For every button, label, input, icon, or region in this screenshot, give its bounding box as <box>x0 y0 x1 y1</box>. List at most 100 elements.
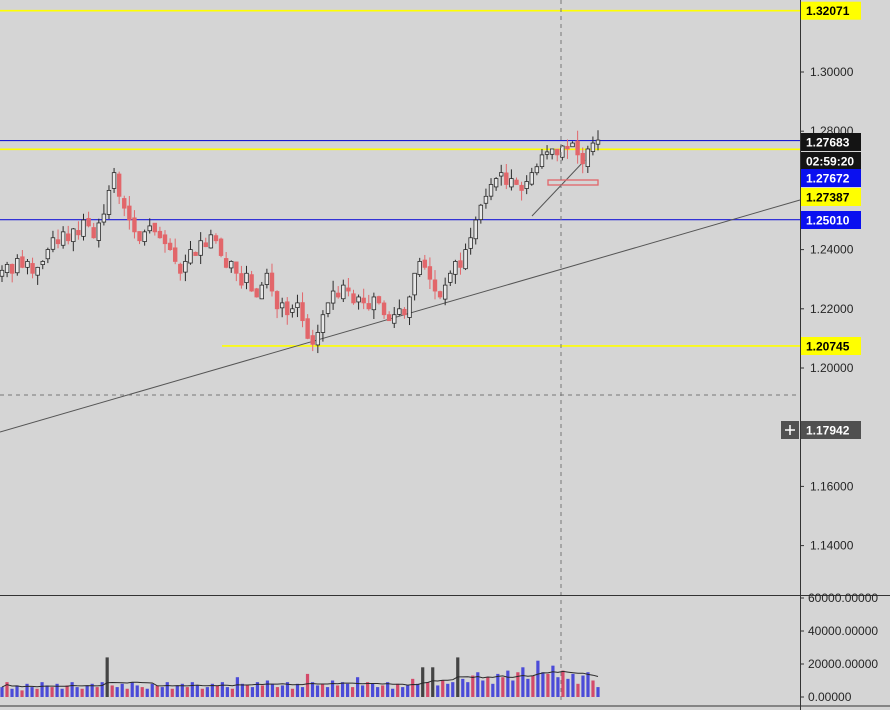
candle-body <box>371 296 377 311</box>
volume-bar <box>466 682 470 697</box>
volume-bar <box>180 683 184 697</box>
crosshair-plus-icon[interactable] <box>781 421 799 439</box>
volume-bar <box>240 683 245 697</box>
candle-body <box>20 256 25 268</box>
volume-bar <box>105 657 109 697</box>
price-tag-1-25010-text: 1.25010 <box>806 214 850 228</box>
candle-body <box>213 235 219 242</box>
volume-bar <box>496 673 500 697</box>
candle-body <box>514 179 519 185</box>
volume-bar <box>511 680 515 697</box>
candle <box>529 167 534 186</box>
volume-bar <box>175 685 179 697</box>
candle-body <box>549 148 555 155</box>
candle <box>432 270 438 300</box>
candle-body <box>555 148 560 156</box>
candle-body <box>50 237 56 250</box>
candle-body <box>244 272 249 283</box>
volume-bar <box>396 683 400 697</box>
candle-body <box>71 228 76 243</box>
price-tick-label: 1.20000 <box>810 361 854 375</box>
price-tag-1-25010-bg <box>801 211 861 229</box>
candle-body <box>448 272 453 283</box>
volume-bar <box>586 672 590 697</box>
current-price-tag-bg <box>801 133 861 151</box>
candle <box>565 139 570 159</box>
candle-body <box>565 145 570 150</box>
candle <box>15 254 20 276</box>
volume-bar <box>150 683 154 697</box>
volume-bar <box>441 680 445 697</box>
candle <box>152 222 158 236</box>
volume-bar <box>371 683 375 697</box>
candle <box>0 265 5 283</box>
candle <box>504 163 509 190</box>
candle-body <box>142 231 147 242</box>
candle-body <box>437 291 443 298</box>
candle <box>259 281 264 300</box>
volume-bar <box>386 682 390 697</box>
volume-bar <box>210 683 214 697</box>
price-tick-label: 1.30000 <box>810 65 854 79</box>
volume-bar <box>65 685 69 697</box>
volume-bar <box>421 667 425 697</box>
volume-bar <box>90 683 94 697</box>
volume-bar <box>325 687 330 697</box>
candle <box>483 188 489 209</box>
candle-body <box>116 173 122 197</box>
trendline-short <box>531 159 586 217</box>
candle <box>234 261 239 282</box>
price-tag-1-25010: 1.25010 <box>801 211 861 229</box>
candle <box>55 229 61 249</box>
candle-body <box>254 288 259 298</box>
candle <box>254 287 259 298</box>
candle-body <box>285 301 290 316</box>
candle <box>45 247 51 264</box>
candle-body <box>193 251 198 256</box>
volume-bar <box>506 670 510 697</box>
volume-bar <box>50 687 54 697</box>
volume-bar <box>280 685 285 697</box>
volume-bar <box>526 678 530 697</box>
candle-body <box>427 266 433 280</box>
candle-body <box>111 172 117 189</box>
volume-bar <box>541 672 545 697</box>
candle <box>422 254 428 270</box>
candle-body <box>351 293 356 304</box>
volume-moving-average <box>1 670 599 688</box>
volume-bar <box>95 687 99 697</box>
volume-bar <box>120 683 124 697</box>
candle <box>101 204 107 226</box>
volume-bar <box>581 675 585 697</box>
candle <box>213 233 219 244</box>
volume-bar <box>250 687 255 697</box>
volume-bar <box>501 677 505 697</box>
candle <box>463 243 468 271</box>
countdown-tag: 02:59:20 <box>801 152 861 170</box>
candle-body <box>76 230 81 236</box>
candle <box>473 216 478 245</box>
candle-body <box>325 302 331 314</box>
volume-bar <box>195 685 199 697</box>
candle-body <box>0 269 5 277</box>
candle-body <box>178 263 183 274</box>
price-tick-label: 1.14000 <box>810 539 854 553</box>
candle <box>514 177 519 186</box>
candle-body <box>249 274 254 292</box>
candle <box>25 259 30 275</box>
candle <box>116 171 122 205</box>
candle <box>427 257 433 290</box>
candle <box>50 230 56 253</box>
candle-body <box>198 240 203 256</box>
price-tag-1-32071: 1.32071 <box>801 1 861 20</box>
volume-bar <box>300 687 305 697</box>
volume-bar <box>110 685 114 697</box>
volume-bar <box>15 685 19 697</box>
candle <box>386 311 392 322</box>
candle <box>315 324 321 354</box>
candle-body <box>463 249 468 270</box>
candle-body <box>509 178 514 188</box>
candle <box>132 210 137 239</box>
